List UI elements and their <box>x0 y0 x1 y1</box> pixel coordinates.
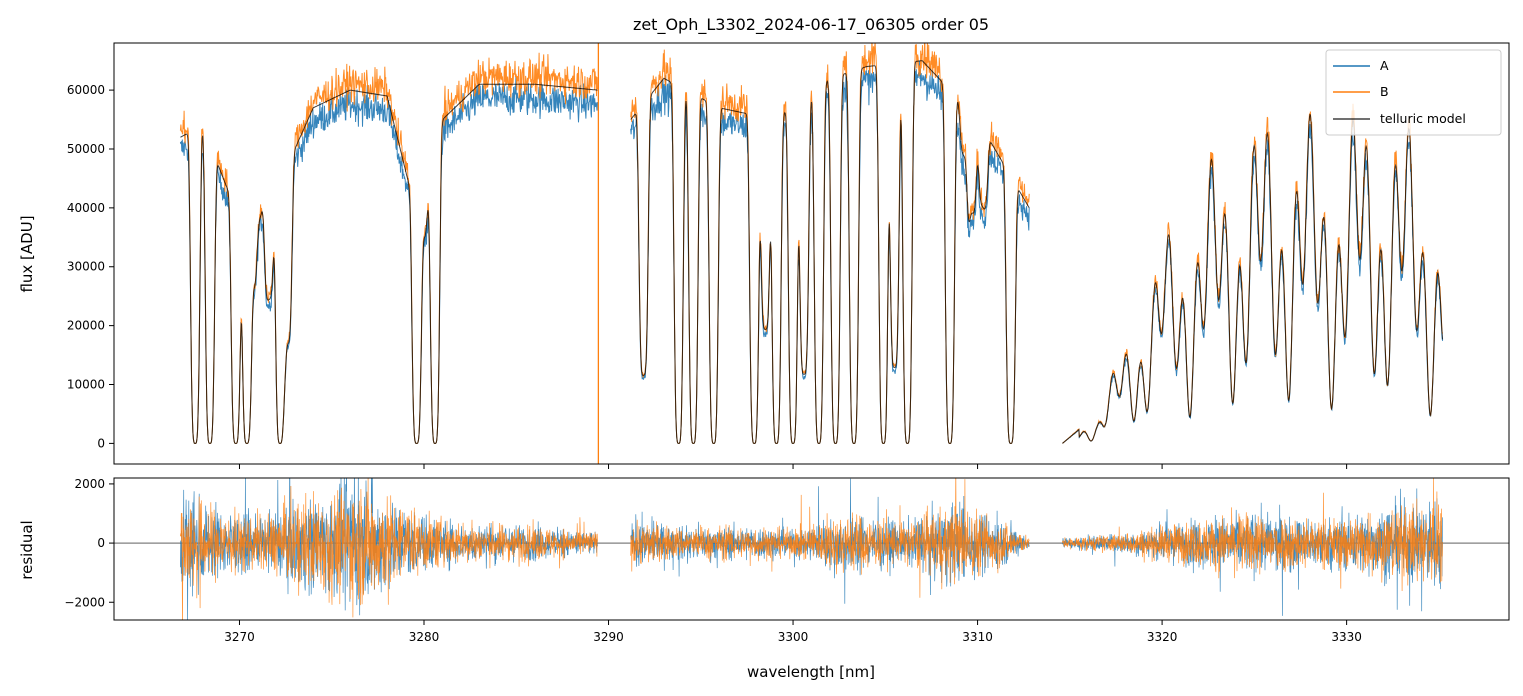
residual-x-tick-label: 3320 <box>1147 630 1178 644</box>
residual-line-b-segment-2 <box>630 478 1030 598</box>
spectrum-y-tick-label: 60000 <box>67 83 105 97</box>
spectrum-panel: 0 10000 20000 30000 40000 50000 60000 flux [AD… <box>18 42 1510 469</box>
spectrum-line-telluric-segment-1 <box>180 83 598 444</box>
spectrum-line-telluric-segment-3 <box>1062 113 1444 444</box>
spectrum-y-tick-label: 0 <box>97 436 105 450</box>
x-axis-label: wavelength [nm] <box>747 663 875 681</box>
legend-label-b: B <box>1380 84 1389 99</box>
residual-y-tick-label: −2000 <box>64 595 105 609</box>
spectrum-y-tick-label: 20000 <box>67 319 105 333</box>
spectrum-y-ticks: 0 10000 20000 30000 40000 50000 60000 <box>67 83 114 450</box>
spectrum-y-tick-label: 30000 <box>67 260 105 274</box>
residual-x-tick-label: 3310 <box>962 630 993 644</box>
residual-x-tick-label: 3270 <box>224 630 255 644</box>
residual-axes-frame <box>113 477 1510 621</box>
residual-line-b-segment-3 <box>1062 478 1443 592</box>
legend-label-telluric: telluric model <box>1380 111 1466 126</box>
residual-x-tick-label: 3280 <box>409 630 440 644</box>
residual-y-ticks: −2000 0 2000 <box>64 477 114 609</box>
residual-y-tick-label: 0 <box>97 536 105 550</box>
spectrum-x-ticks <box>238 464 1348 469</box>
spectrum-line-telluric-segment-2 <box>630 60 1030 444</box>
legend-box <box>1325 49 1502 136</box>
spectrum-line-b-segment-3 <box>1062 103 1444 444</box>
residual-x-tick-label: 3300 <box>778 630 809 644</box>
spectrum-axes-frame <box>113 42 1510 465</box>
spectrum-plot-area <box>179 43 1444 464</box>
spectrum-y-tick-label: 10000 <box>67 378 105 392</box>
residual-line-b-segment-1 <box>180 478 598 620</box>
residual-x-tick-label: 3330 <box>1331 630 1362 644</box>
residual-x-tick-label: 3290 <box>593 630 624 644</box>
chart-title: zet_Oph_L3302_2024-06-17_06305 order 05 <box>633 15 989 35</box>
spectrum-y-tick-label: 40000 <box>67 201 105 215</box>
legend-label-a: A <box>1380 58 1389 73</box>
legend: A B telluric model <box>1325 49 1502 136</box>
residual-y-axis-label: residual <box>18 520 36 579</box>
spectrum-y-axis-label: flux [ADU] <box>18 215 36 292</box>
residual-x-ticks: 3270 3280 3290 3300 3310 3320 3330 <box>224 620 1362 644</box>
residual-plot-area <box>114 478 1509 620</box>
residual-y-tick-label: 2000 <box>74 477 105 491</box>
spectrum-y-tick-label: 50000 <box>67 142 105 156</box>
